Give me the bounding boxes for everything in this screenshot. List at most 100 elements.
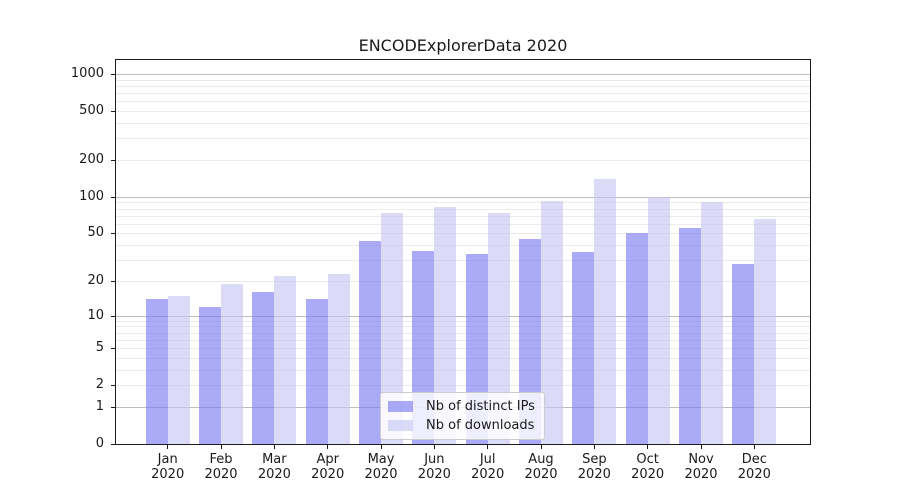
x-tick-month: Feb xyxy=(209,452,233,467)
bar-distinct-ips-nov xyxy=(679,228,701,444)
x-tick xyxy=(593,445,595,449)
x-tick-month: Sep xyxy=(582,452,607,467)
gridline-minor xyxy=(116,111,810,113)
bar-downloads-apr xyxy=(327,273,350,444)
gridline-minor xyxy=(116,138,810,140)
gridline-minor xyxy=(116,202,810,204)
x-tick-label-feb: Feb 2020 xyxy=(191,452,251,482)
bar-downloads-mar xyxy=(274,276,297,444)
x-tick xyxy=(380,445,382,449)
x-tick xyxy=(487,445,489,449)
x-tick-year: 2020 xyxy=(257,466,291,482)
plot-area: Nb of distinct IPs Nb of downloads xyxy=(115,59,811,445)
x-tick-month: Aug xyxy=(528,452,554,467)
bar-distinct-ips-mar xyxy=(252,292,275,444)
gridline-minor xyxy=(116,79,810,81)
x-tick-label-aug: Aug 2020 xyxy=(511,452,571,482)
x-tick xyxy=(273,445,275,449)
x-tick-month: Mar xyxy=(262,452,287,467)
x-tick xyxy=(753,445,755,449)
x-tick-year: 2020 xyxy=(311,466,345,482)
bar-downloads-sep xyxy=(594,179,617,444)
y-tick-label: 50 xyxy=(87,225,104,241)
x-tick-year: 2020 xyxy=(151,466,185,482)
chart-title: ENCODExplorerData 2020 xyxy=(358,36,568,55)
gridline-minor xyxy=(116,357,810,359)
bar-downloads-feb xyxy=(221,283,244,444)
bar-distinct-ips-jan xyxy=(145,298,168,444)
x-tick-year: 2020 xyxy=(684,466,718,482)
gridline-minor xyxy=(116,280,810,282)
x-tick-year: 2020 xyxy=(631,466,665,482)
gridline-minor xyxy=(116,233,810,235)
y-tick-label: 1 xyxy=(95,398,104,414)
x-tick-label-nov: Nov 2020 xyxy=(671,452,731,482)
x-tick-label-sep: Sep 2020 xyxy=(564,452,624,482)
bar-downloads-dec xyxy=(754,218,777,444)
legend-label-distinct-ips: Nb of distinct IPs xyxy=(426,399,535,414)
gridline-minor xyxy=(116,320,810,322)
x-tick-month: Jul xyxy=(479,452,496,467)
x-tick-year: 2020 xyxy=(471,466,505,482)
x-tick-month: Dec xyxy=(741,452,767,467)
gridline-minor xyxy=(116,348,810,350)
y-tick-label: 20 xyxy=(87,272,104,288)
x-tick-year: 2020 xyxy=(524,466,558,482)
bar-distinct-ips-may xyxy=(359,241,382,444)
bar-distinct-ips-feb xyxy=(199,306,222,444)
x-tick-label-dec: Dec 2020 xyxy=(724,452,784,482)
bar-distinct-ips-apr xyxy=(305,298,328,444)
bar-distinct-ips-oct xyxy=(625,233,648,444)
x-tick-month: Apr xyxy=(316,452,339,467)
gridline-minor xyxy=(116,122,810,124)
legend-item-downloads: Nb of downloads xyxy=(388,417,535,434)
gridline-minor xyxy=(116,93,810,95)
x-tick-month: Jun xyxy=(424,452,445,467)
y-tick-label: 500 xyxy=(79,103,104,119)
y-tick-label: 2 xyxy=(95,377,104,393)
x-tick xyxy=(167,445,169,449)
y-tick-label: 5 xyxy=(95,340,104,356)
x-tick xyxy=(540,445,542,449)
bar-downloads-oct xyxy=(647,196,670,444)
gridline-minor xyxy=(116,215,810,217)
x-tick-label-apr: Apr 2020 xyxy=(298,452,358,482)
gridline-major xyxy=(116,74,810,75)
y-tick-label: 100 xyxy=(79,188,104,204)
bar-downloads-aug xyxy=(541,200,563,444)
gridline-minor xyxy=(116,260,810,262)
gridline-minor xyxy=(116,385,810,387)
y-tick-label: 10 xyxy=(87,307,104,323)
gridline-minor xyxy=(116,208,810,210)
legend-label-downloads: Nb of downloads xyxy=(426,418,535,433)
bar-distinct-ips-dec xyxy=(732,263,755,444)
x-tick-year: 2020 xyxy=(417,466,451,482)
x-tick xyxy=(433,445,435,449)
gridline-minor xyxy=(116,101,810,103)
x-tick-year: 2020 xyxy=(737,466,771,482)
bar-downloads-nov xyxy=(701,202,723,444)
gridline-minor xyxy=(116,369,810,371)
bar-downloads-jan xyxy=(167,295,190,444)
x-tick xyxy=(647,445,649,449)
x-tick xyxy=(327,445,329,449)
y-tick-label: 200 xyxy=(79,151,104,167)
y-tick-label: 1000 xyxy=(70,66,104,81)
x-tick-month: Jan xyxy=(157,452,178,467)
gridline-minor xyxy=(116,223,810,225)
gridline-minor xyxy=(116,326,810,328)
gridline-minor xyxy=(116,159,810,161)
x-tick-month: Nov xyxy=(688,452,714,467)
x-tick-year: 2020 xyxy=(577,466,611,482)
x-tick-year: 2020 xyxy=(364,466,398,482)
x-tick-label-jul: Jul 2020 xyxy=(458,452,518,482)
gridline-minor xyxy=(116,332,810,334)
bars-layer xyxy=(116,60,810,444)
x-tick xyxy=(700,445,702,449)
x-tick-label-oct: Oct 2020 xyxy=(618,452,678,482)
x-tick-label-jan: Jan 2020 xyxy=(138,452,198,482)
x-tick-label-jun: Jun 2020 xyxy=(404,452,464,482)
legend-item-distinct-ips: Nb of distinct IPs xyxy=(388,398,535,415)
legend-swatch-downloads xyxy=(388,420,413,431)
